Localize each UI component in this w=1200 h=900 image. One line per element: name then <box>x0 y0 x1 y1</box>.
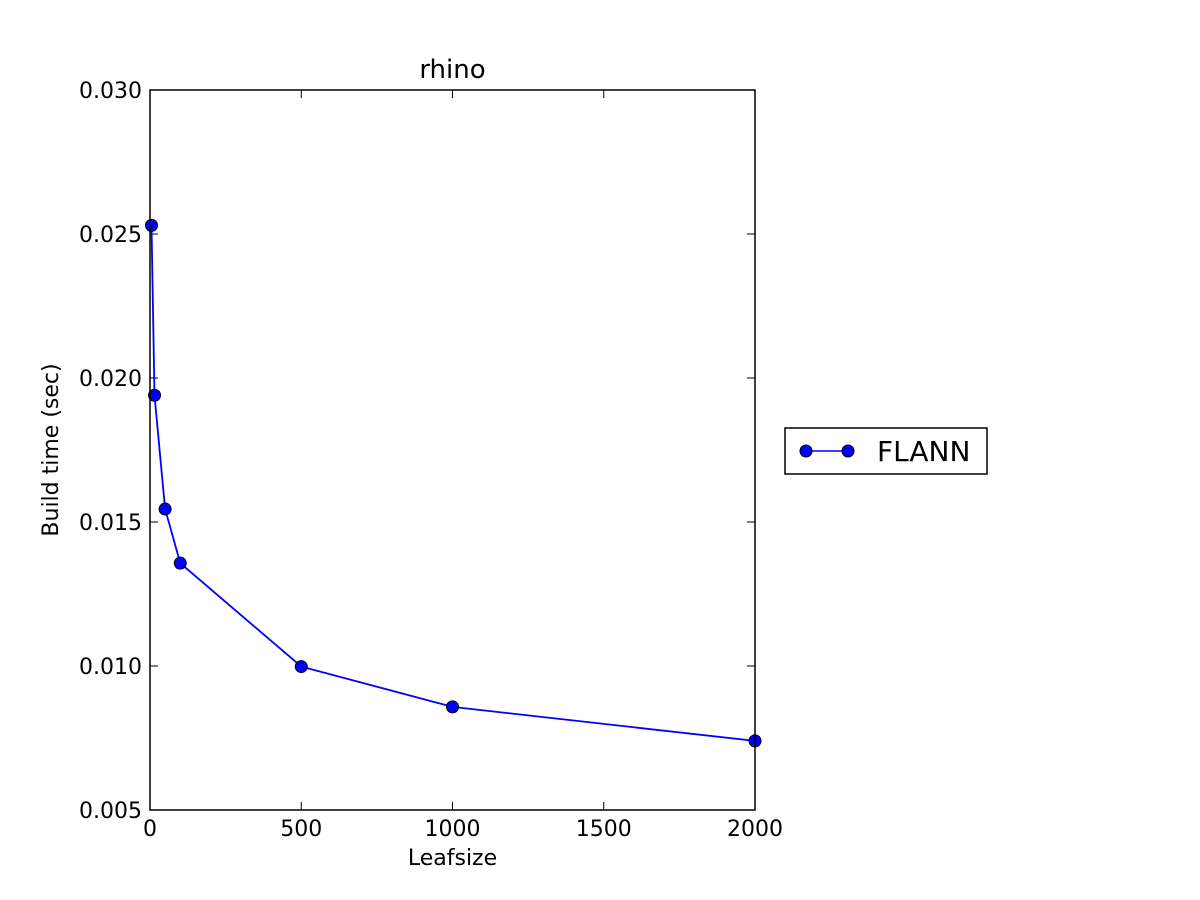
x-tick-label: 2000 <box>727 817 783 842</box>
x-axis-label: Leafsize <box>408 846 497 871</box>
legend-marker <box>841 444 855 458</box>
y-axis-label: Build time (sec) <box>39 363 64 536</box>
y-tick-label: 0.005 <box>79 799 142 824</box>
data-point <box>145 218 159 232</box>
y-tick-label: 0.015 <box>79 511 142 536</box>
x-tick-label: 500 <box>280 817 322 842</box>
data-point <box>158 502 172 516</box>
y-tick-label: 0.025 <box>79 223 142 248</box>
data-point <box>173 556 187 570</box>
x-tick-label: 1000 <box>425 817 481 842</box>
legend-marker <box>799 444 813 458</box>
series-layer <box>145 218 762 748</box>
data-point <box>294 660 308 674</box>
axis-ticks: 0 500 1000 1500 2000 0.005 0.010 0.015 0.020 0.02… <box>79 79 783 842</box>
chart-title: rhino <box>419 55 485 85</box>
data-point <box>148 388 162 402</box>
legend-label-flann: FLANN <box>877 435 970 468</box>
y-tick-label: 0.020 <box>79 367 142 392</box>
x-tick-label: 1500 <box>576 817 632 842</box>
data-point <box>446 700 459 714</box>
legend: FLANN <box>784 427 988 475</box>
y-tick-label: 0.010 <box>79 655 142 680</box>
plot-frame <box>149 89 756 811</box>
x-tick-label: 0 <box>143 817 157 842</box>
y-tick-label: 0.030 <box>79 79 142 104</box>
